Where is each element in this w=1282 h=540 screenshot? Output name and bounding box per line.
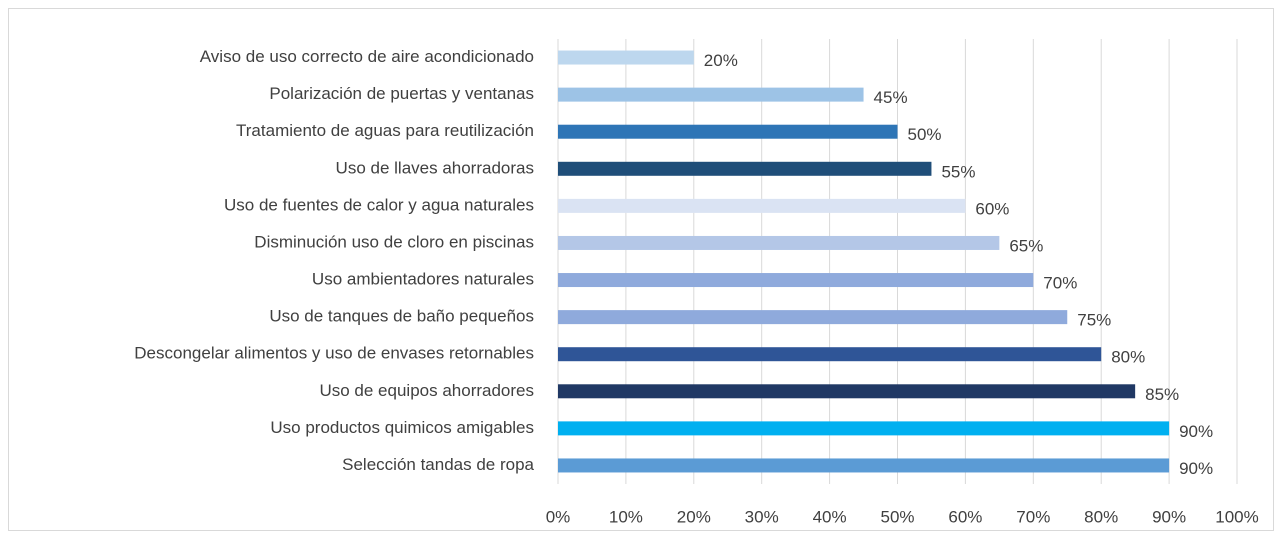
y-tick-label: Tratamiento de aguas para reutilización xyxy=(236,121,534,140)
data-label: 50% xyxy=(908,125,942,144)
bar xyxy=(558,198,966,213)
y-tick-label: Uso productos quimicos amigables xyxy=(270,418,534,437)
bar xyxy=(558,50,694,65)
bar xyxy=(558,87,864,102)
bar xyxy=(558,161,932,176)
y-tick-label: Selección tandas de ropa xyxy=(342,455,534,474)
x-tick-label: 0% xyxy=(546,507,571,526)
bar xyxy=(558,273,1034,288)
data-label: 90% xyxy=(1179,459,1213,478)
data-label: 65% xyxy=(1009,236,1043,255)
x-tick-label: 30% xyxy=(745,507,779,526)
data-label: 80% xyxy=(1111,348,1145,367)
bar xyxy=(558,235,1000,250)
data-label: 75% xyxy=(1077,311,1111,330)
chart-border xyxy=(8,8,1274,531)
x-tick-label: 70% xyxy=(1016,507,1050,526)
bar xyxy=(558,347,1102,362)
bar xyxy=(558,384,1136,399)
y-tick-label: Uso ambientadores naturales xyxy=(312,270,534,289)
x-tick-label: 10% xyxy=(609,507,643,526)
y-tick-label: Uso de llaves ahorradoras xyxy=(336,158,534,177)
data-label: 55% xyxy=(941,162,975,181)
y-tick-label: Aviso de uso correcto de aire acondicion… xyxy=(200,47,534,66)
bar xyxy=(558,458,1170,473)
y-tick-label: Disminución uso de cloro en piscinas xyxy=(254,232,534,251)
data-label: 70% xyxy=(1043,274,1077,293)
x-tick-label: 40% xyxy=(813,507,847,526)
bar xyxy=(558,310,1068,325)
data-label: 20% xyxy=(704,51,738,70)
y-tick-label: Polarización de puertas y ventanas xyxy=(269,84,534,103)
x-tick-label: 90% xyxy=(1152,507,1186,526)
y-tick-label: Uso de equipos ahorradores xyxy=(319,381,534,400)
y-tick-label: Uso de tanques de baño pequeños xyxy=(269,307,534,326)
x-tick-label: 60% xyxy=(948,507,982,526)
x-tick-label: 100% xyxy=(1215,507,1258,526)
data-label: 45% xyxy=(874,88,908,107)
y-tick-label: Uso de fuentes de calor y agua naturales xyxy=(224,195,534,214)
bar xyxy=(558,421,1170,436)
bar xyxy=(558,124,898,139)
data-label: 60% xyxy=(975,199,1009,218)
x-tick-label: 80% xyxy=(1084,507,1118,526)
data-label: 85% xyxy=(1145,385,1179,404)
x-tick-label: 20% xyxy=(677,507,711,526)
x-tick-label: 50% xyxy=(880,507,914,526)
y-tick-label: Descongelar alimentos y uso de envases r… xyxy=(134,344,534,363)
data-label: 90% xyxy=(1179,422,1213,441)
